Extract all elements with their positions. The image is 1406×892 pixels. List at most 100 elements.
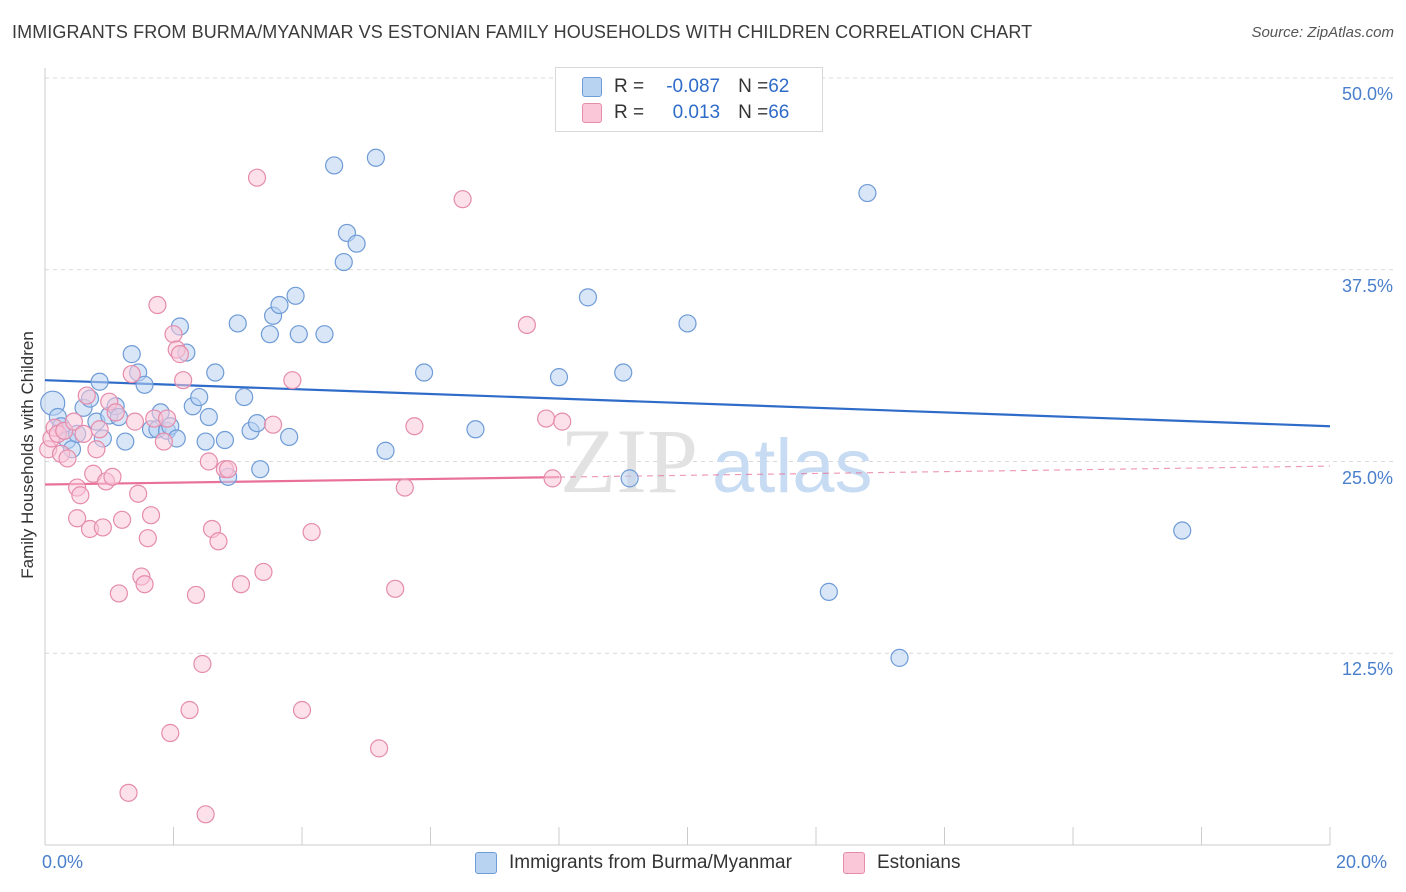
data-point: [122, 345, 141, 364]
data-point: [302, 522, 321, 542]
data-point: [109, 584, 128, 603]
data-point: [251, 460, 270, 479]
data-point: [280, 427, 299, 447]
legend-item-burma[interactable]: Immigrants from Burma/Myanmar: [475, 852, 792, 874]
legend-item-estonians[interactable]: Estonians: [843, 852, 960, 874]
series-burma: [40, 148, 1192, 667]
n-label: N =: [738, 102, 769, 123]
data-point: [405, 417, 424, 436]
data-point: [164, 325, 183, 344]
data-point: [77, 386, 96, 405]
data-point: [119, 783, 138, 802]
data-point: [193, 654, 212, 674]
chart-title: IMMIGRANTS FROM BURMA/MYANMAR VS ESTONIA…: [12, 22, 1033, 42]
legend-label: Immigrants from Burma/Myanmar: [509, 852, 792, 873]
legend-swatch-blue: [475, 852, 497, 874]
y-axis-label: Family Households with Children: [18, 331, 37, 579]
data-point: [247, 168, 267, 187]
data-point: [414, 363, 434, 382]
data-point: [135, 375, 154, 394]
data-point: [74, 424, 93, 443]
data-point: [138, 529, 157, 548]
data-point: [517, 315, 536, 335]
data-point: [148, 295, 167, 315]
data-point: [386, 579, 405, 598]
data-point: [103, 467, 122, 486]
data-point: [174, 371, 193, 390]
data-point: [395, 478, 414, 497]
series-legend: Immigrants from Burma/Myanmar Estonians: [0, 852, 1406, 878]
data-point: [199, 407, 218, 427]
legend-swatch-pink: [582, 103, 602, 123]
legend-label: Estonians: [877, 852, 961, 873]
data-points: [39, 148, 1192, 824]
x-tick-label-min: 0.0%: [42, 852, 84, 872]
data-point: [283, 371, 302, 390]
y-tick-label: 12.5%: [1341, 659, 1393, 680]
data-point: [334, 252, 353, 272]
data-point: [254, 562, 273, 582]
data-point: [90, 372, 109, 391]
legend-swatch-pink: [843, 852, 865, 874]
data-point: [292, 700, 312, 720]
data-point: [125, 412, 145, 431]
data-point: [186, 585, 206, 605]
r-label: R =: [614, 76, 645, 97]
data-point: [543, 469, 562, 488]
gridlines: [45, 77, 1395, 654]
y-tick-label: 25.0%: [1341, 467, 1393, 488]
data-point: [614, 363, 633, 382]
data-point: [235, 387, 254, 407]
data-point: [135, 575, 154, 594]
data-point: [71, 486, 90, 505]
data-point: [228, 314, 247, 333]
data-point: [87, 440, 106, 459]
data-point: [58, 449, 77, 468]
x-tick-label-max: 20.0%: [1336, 852, 1388, 872]
data-point: [206, 363, 225, 382]
data-point: [1173, 521, 1192, 540]
data-point: [247, 414, 267, 433]
data-point: [116, 432, 135, 451]
n-label: N =: [738, 76, 769, 97]
n-value: 62: [768, 76, 790, 97]
watermark-zip: ZIP: [560, 410, 698, 512]
legend-swatch-blue: [582, 77, 602, 97]
watermark: ZIP atlas: [560, 410, 873, 512]
data-point: [678, 314, 697, 333]
data-point: [620, 469, 639, 488]
watermark-atlas: atlas: [712, 424, 873, 509]
data-point: [129, 484, 148, 503]
data-point: [199, 452, 218, 471]
data-point: [106, 403, 125, 422]
y-tick-label: 50.0%: [1341, 84, 1393, 104]
data-point: [122, 364, 141, 384]
data-point: [260, 325, 279, 344]
trend-line: [44, 379, 1331, 428]
series-estonians: [39, 168, 572, 824]
data-point: [196, 805, 215, 824]
data-point: [553, 412, 572, 431]
r-value: -0.087: [666, 76, 721, 97]
data-point: [453, 190, 472, 209]
data-point: [219, 460, 238, 479]
data-point: [112, 510, 132, 529]
data-point: [68, 509, 87, 528]
data-point: [325, 156, 344, 175]
source-label: Source: ZipAtlas.com: [1251, 24, 1394, 41]
data-point: [466, 420, 485, 439]
data-point: [215, 430, 234, 450]
data-point: [64, 412, 84, 431]
data-point: [270, 295, 289, 315]
legend-row-estonians: R = 0.013 N = 66: [582, 101, 789, 125]
data-point: [161, 723, 180, 743]
axes: [44, 68, 1331, 846]
data-point: [141, 506, 161, 525]
n-value: 66: [768, 102, 790, 123]
trend-lines: [44, 379, 1331, 486]
data-point: [190, 387, 209, 407]
data-point: [93, 518, 112, 537]
data-point: [286, 286, 305, 305]
data-point: [549, 368, 569, 387]
